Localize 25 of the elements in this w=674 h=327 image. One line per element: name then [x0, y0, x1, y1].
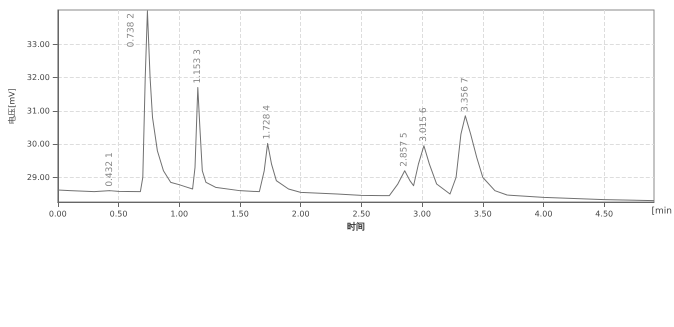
x-axis-title: 时间 [346, 221, 365, 232]
y-tick-label: 30.00 [26, 140, 50, 149]
x-tick-label: 2.00 [292, 210, 310, 218]
y-tick-label: 33.00 [26, 40, 50, 49]
y-axis-title: 电压[mV] [8, 88, 16, 124]
annotation: 0.738 2 [126, 13, 136, 48]
annotation: 3.356 7 [460, 77, 470, 112]
x-tick-label: 3.00 [413, 210, 431, 218]
annotation: 2.857 5 [400, 132, 410, 167]
x-tick-label: 2.50 [352, 210, 370, 218]
y-tick-label: 29.00 [26, 172, 50, 182]
annotation: 3.015 6 [418, 107, 429, 142]
text: [min [652, 206, 672, 216]
annotation: 0.432 1 [105, 152, 116, 187]
y-tick-label: 31.00 [26, 106, 50, 116]
x-tick-label: 4.50 [595, 210, 614, 218]
x-tick-label: 0.00 [48, 210, 67, 218]
x-tick-label: 3.50 [474, 210, 492, 218]
x-tick-label: 4.00 [534, 210, 552, 218]
annotation: 1.728 4 [262, 104, 273, 140]
y-tick-label: 32.00 [26, 73, 50, 82]
x-tick-label: 1.50 [231, 210, 249, 218]
x-tick-label: 0.50 [110, 210, 128, 218]
annotation: 1.153 3 [192, 49, 203, 84]
x-tick-label: 1.00 [170, 210, 188, 218]
